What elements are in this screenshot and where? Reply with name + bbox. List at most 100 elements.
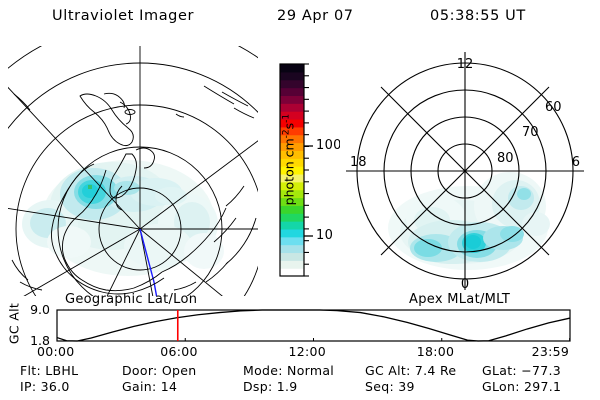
- mlt-label-12: 12: [457, 57, 474, 72]
- latitude-label-60: 60: [545, 100, 562, 115]
- colorbar-band: [280, 166, 304, 175]
- coastline-layer: [11, 85, 257, 295]
- status-field-value: 297.1: [524, 379, 562, 394]
- status-field-gain: Gain: 14: [122, 379, 177, 394]
- status-field-key: IP:: [20, 379, 41, 394]
- orbit-xtick-18:00: 18:00: [416, 344, 455, 359]
- colorbar-band: [280, 252, 304, 261]
- mlt-label-0: 0: [461, 277, 469, 292]
- orbit-ytick-1.8: 1.8: [30, 333, 50, 348]
- colorbar-band: [280, 118, 304, 128]
- status-field-glon: GLon: 297.1: [482, 379, 561, 394]
- colorbar-label-main: photon cm: [281, 138, 297, 206]
- geographic-map-panel[interactable]: Geographic Lat/Lon: [8, 46, 258, 307]
- colorbar-gradient: [280, 64, 304, 277]
- status-field-value: −77.3: [521, 363, 562, 378]
- status-field-dsp: Dsp: 1.9: [243, 379, 298, 394]
- status-field-flt: Flt: LBHL: [20, 363, 78, 378]
- colorbar-band: [280, 221, 304, 230]
- colorbar-band: [280, 111, 304, 120]
- colorbar-band: [280, 181, 304, 191]
- colorbar-band: [280, 71, 304, 81]
- orbit-xtick-marks: [56, 338, 571, 341]
- colorbar-band: [280, 213, 304, 222]
- colorbar-ticks: [304, 63, 313, 277]
- status-field-gcalt: GC Alt: 7.4 Re: [365, 363, 456, 378]
- colorbar-label-exp1: -2: [281, 129, 292, 139]
- status-field-value: 7.4 Re: [414, 363, 457, 378]
- colorbar-band: [280, 126, 304, 136]
- colorbar-band: [280, 197, 304, 206]
- meridian-graticule: [8, 46, 258, 296]
- geographic-panel-caption: Geographic Lat/Lon: [65, 292, 198, 307]
- colorbar-band: [280, 228, 304, 238]
- status-field-value: LBHL: [45, 363, 79, 378]
- colorbar-band: [280, 244, 304, 254]
- status-field-value: 36.0: [40, 379, 70, 394]
- colorbar-band: [280, 95, 304, 104]
- orbit-xtick-23:59: 23:59: [531, 344, 570, 359]
- mlt-spokes: [346, 52, 584, 290]
- orbit-xtick-06:00: 06:00: [160, 344, 198, 359]
- satellite-track: [139, 228, 158, 296]
- observation-date: 29 Apr 07: [277, 8, 354, 24]
- orbit-ytick-labels: 9.0 1.8: [0, 300, 54, 348]
- colorbar-band: [280, 158, 304, 167]
- colorbar-band: [280, 87, 304, 97]
- status-field-key: GLat:: [482, 363, 522, 378]
- status-field-glat: GLat: −77.3: [482, 363, 561, 378]
- orbit-xtick-labels: 00:00 06:00 12:00 18:00 23:59: [0, 344, 600, 360]
- colorbar-band: [280, 142, 304, 151]
- colorbar-band: [280, 64, 304, 73]
- mlt-label-6: 6: [572, 155, 580, 170]
- status-field-value: 14: [160, 379, 178, 394]
- orbit-plot-frame: [56, 309, 571, 342]
- status-field-key: Door:: [122, 363, 162, 378]
- status-field-value: Normal: [287, 363, 335, 378]
- status-footer: Flt: LBHL Door: Open Mode: Normal GC Alt: 7…: [0, 363, 600, 397]
- aurora-oval-layer: [388, 172, 550, 270]
- colorbar-band: [280, 189, 304, 199]
- status-field-key: GLon:: [482, 379, 524, 394]
- instrument-title: Ultraviolet Imager: [52, 8, 195, 24]
- orbit-altitude-strip[interactable]: GC Alt 9.0 1.8 00:00 06:00 12:00 18:00 23:59: [0, 300, 600, 360]
- observation-time: 05:38:55 UT: [430, 8, 526, 24]
- status-field-key: Mode:: [243, 363, 288, 378]
- mlat-mlt-panel[interactable]: 12 6 0 18 60 70 80 Apex MLat/MLT: [340, 46, 590, 307]
- orbit-plot-svg: [56, 309, 571, 342]
- mlt-label-18: 18: [350, 155, 367, 170]
- colorbar-band: [280, 103, 304, 112]
- status-field-key: Seq:: [365, 379, 399, 394]
- colorbar-band: [280, 205, 304, 214]
- status-field-value: 39: [398, 379, 415, 394]
- status-field-mode: Mode: Normal: [243, 363, 334, 378]
- colorbar-svg: [279, 63, 313, 277]
- latitude-label-70: 70: [522, 125, 539, 140]
- colorbar-band: [280, 150, 304, 159]
- colorbar-label-mid: s: [281, 122, 297, 130]
- colorbar-panel[interactable]: photon cm-2s-1 100 10: [262, 48, 354, 296]
- status-field-seq: Seq: 39: [365, 379, 415, 394]
- colorbar-band: [280, 173, 304, 183]
- status-field-key: Flt:: [20, 363, 46, 378]
- colorbar-tick-label-10: 10: [316, 228, 334, 243]
- status-field-value: Open: [161, 363, 197, 378]
- orbit-xtick-12:00: 12:00: [288, 344, 327, 359]
- colorbar-band: [280, 268, 304, 277]
- colorbar-band: [280, 236, 304, 246]
- latitude-label-80: 80: [497, 151, 514, 166]
- status-field-key: GC Alt:: [365, 363, 415, 378]
- orbit-ytick-9.0: 9.0: [30, 302, 50, 317]
- geographic-map-svg: [8, 46, 258, 296]
- colorbar-axis-label: photon cm-2s-1: [281, 90, 296, 230]
- orbit-altitude-curve: [56, 309, 570, 342]
- header-bar: Ultraviolet Imager 29 Apr 07 05:38:55 UT: [0, 4, 600, 30]
- orbit-xtick-00:00: 00:00: [37, 344, 75, 359]
- colorbar-label-exp2: -1: [281, 113, 292, 123]
- mlat-mlt-panel-caption: Apex MLat/MLT: [409, 292, 511, 307]
- colorbar-band: [280, 134, 304, 144]
- colorbar-band: [280, 79, 304, 89]
- status-field-key: Dsp:: [243, 379, 277, 394]
- colorbar-band: [280, 260, 304, 269]
